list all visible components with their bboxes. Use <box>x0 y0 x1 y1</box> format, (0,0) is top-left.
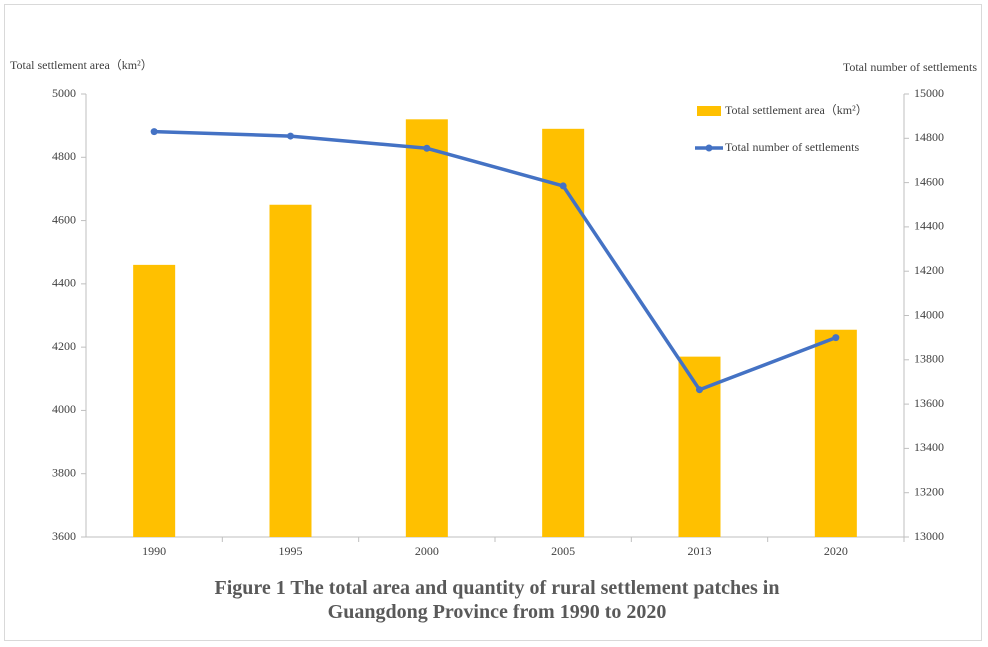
legend-swatch <box>697 106 721 116</box>
y2-tick-label: 13000 <box>914 529 944 543</box>
legend-label: Total settlement area（km²） <box>725 103 868 117</box>
point <box>423 144 431 152</box>
bar <box>269 204 312 537</box>
x-tick-label: 1990 <box>142 544 166 558</box>
point <box>559 182 567 190</box>
x-tick-label: 2020 <box>824 544 848 558</box>
frame <box>4 4 982 641</box>
legend-swatch <box>705 144 713 152</box>
y-tick-label: 4200 <box>52 339 76 353</box>
bar <box>405 119 448 538</box>
y-tick-label: 4400 <box>52 276 76 290</box>
y-tick-label: 4600 <box>52 212 76 226</box>
line <box>154 129 837 392</box>
y-tick-label: 4000 <box>52 402 76 416</box>
y2-tick-label: 14000 <box>914 307 944 321</box>
y2-tick-label: 15000 <box>914 86 944 100</box>
x-tick-label: 2005 <box>551 544 575 558</box>
y2-axis-title: Total number of settlements <box>843 60 977 74</box>
y2-tick-label: 14800 <box>914 130 944 144</box>
point <box>287 132 294 140</box>
y-tick-label: 4800 <box>52 149 76 163</box>
point <box>696 386 703 394</box>
legend-label: Total number of settlements <box>725 140 859 154</box>
y2-tick-label: 13200 <box>914 484 944 498</box>
x-tick-label: 1995 <box>279 544 303 558</box>
y-tick-label: 3800 <box>52 465 76 479</box>
y-tick-label: 5000 <box>52 86 76 100</box>
y-tick-label: 3600 <box>52 529 76 543</box>
bar <box>542 128 585 538</box>
y2-tick-label: 13600 <box>914 396 944 410</box>
y2-tick-label: 14200 <box>914 263 944 277</box>
y2-tick-label: 13400 <box>914 440 944 454</box>
x-tick-label: 2013 <box>688 544 712 558</box>
bar <box>814 329 857 537</box>
y-axis-title: Total settlement area（km²） <box>10 58 153 72</box>
y2-tick-label: 13800 <box>914 352 944 366</box>
chart-title: Figure 1 The total area and quantity of … <box>214 577 780 623</box>
bar <box>133 264 176 537</box>
point <box>150 128 158 136</box>
y2-tick-label: 14400 <box>914 219 944 233</box>
point <box>832 334 840 342</box>
y2-tick-label: 14600 <box>914 174 944 188</box>
x-tick-label: 2000 <box>415 544 439 558</box>
